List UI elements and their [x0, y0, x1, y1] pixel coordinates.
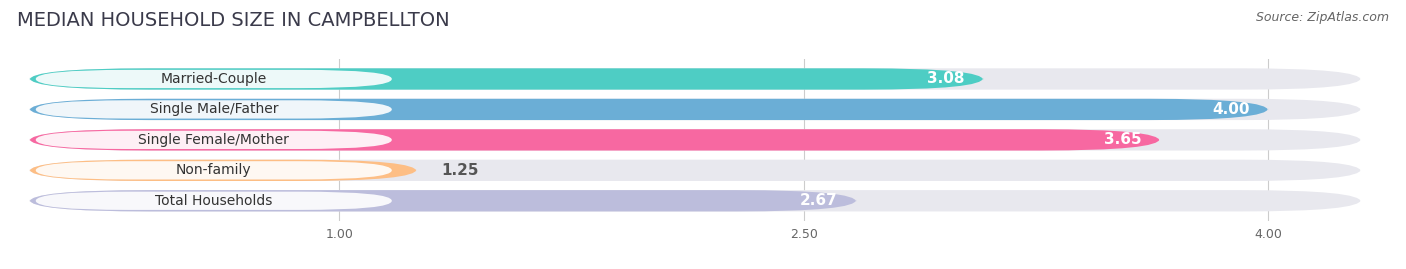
Text: 2.67: 2.67: [800, 193, 838, 208]
FancyBboxPatch shape: [30, 68, 983, 90]
Text: 4.00: 4.00: [1212, 102, 1250, 117]
FancyBboxPatch shape: [30, 190, 856, 211]
Text: Source: ZipAtlas.com: Source: ZipAtlas.com: [1256, 11, 1389, 24]
Text: Single Female/Mother: Single Female/Mother: [138, 133, 290, 147]
Text: 3.65: 3.65: [1104, 132, 1142, 147]
Text: Married-Couple: Married-Couple: [160, 72, 267, 86]
FancyBboxPatch shape: [35, 131, 392, 149]
FancyBboxPatch shape: [35, 192, 392, 210]
FancyBboxPatch shape: [30, 160, 416, 181]
FancyBboxPatch shape: [30, 160, 1361, 181]
Text: Single Male/Father: Single Male/Father: [149, 102, 278, 116]
FancyBboxPatch shape: [35, 100, 392, 119]
FancyBboxPatch shape: [30, 99, 1268, 120]
FancyBboxPatch shape: [30, 129, 1160, 151]
Text: 1.25: 1.25: [441, 163, 479, 178]
Text: Total Households: Total Households: [155, 194, 273, 208]
Text: 3.08: 3.08: [927, 72, 965, 86]
FancyBboxPatch shape: [30, 129, 1361, 151]
FancyBboxPatch shape: [30, 190, 1361, 211]
FancyBboxPatch shape: [35, 70, 392, 88]
FancyBboxPatch shape: [30, 99, 1361, 120]
Text: Non-family: Non-family: [176, 163, 252, 177]
FancyBboxPatch shape: [30, 68, 1361, 90]
Text: MEDIAN HOUSEHOLD SIZE IN CAMPBELLTON: MEDIAN HOUSEHOLD SIZE IN CAMPBELLTON: [17, 11, 450, 30]
FancyBboxPatch shape: [35, 161, 392, 179]
